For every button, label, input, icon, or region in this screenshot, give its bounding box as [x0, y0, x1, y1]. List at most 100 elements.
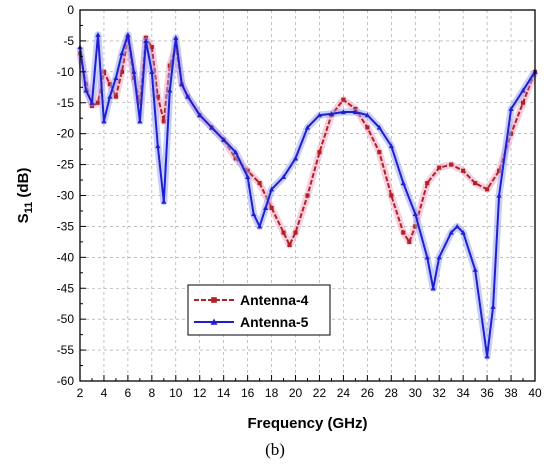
y-axis-title: S11 (dB) [15, 168, 35, 224]
series-1-point [281, 230, 286, 235]
x-tick-label: 6 [125, 386, 132, 400]
y-axis-title-main: S [15, 213, 32, 223]
legend-label: Antenna-4 [240, 292, 309, 308]
series-1-point [149, 45, 154, 50]
series-1-point [119, 69, 124, 74]
x-axis-title: Frequency (GHz) [247, 415, 367, 432]
series-2-point [143, 38, 149, 43]
series-2-point [388, 143, 394, 149]
series-2-point [376, 124, 382, 130]
x-tick-label: 22 [313, 386, 327, 400]
figure-caption: (b) [265, 440, 285, 459]
x-tick-label: 32 [433, 386, 447, 400]
series-2-point [209, 124, 215, 130]
x-tick-label: 36 [480, 386, 494, 400]
series-2-point [95, 32, 101, 37]
series-2-point [161, 199, 167, 204]
series-1-point [377, 150, 382, 155]
series-2-point [137, 118, 143, 124]
chart: 2 4 6 8 10 12 14 16 18 20 22 24 26 28 30 32 34 36 38 400-5-… [15, 3, 542, 432]
series-2-point [119, 50, 125, 56]
x-tick-label: 34 [456, 386, 470, 400]
x-tick-label: 18 [265, 386, 279, 400]
series-1-point [461, 168, 466, 173]
series-2-point [496, 192, 502, 198]
series-2-point [460, 230, 466, 235]
series-1-point [407, 239, 412, 244]
series-2-point [167, 87, 173, 93]
series-1-point [293, 230, 298, 235]
series-2-point [197, 112, 203, 118]
series-1-point [401, 230, 406, 235]
series-1-point [269, 205, 274, 210]
x-tick-label: 40 [528, 386, 542, 400]
series-1-point [161, 119, 166, 124]
y-tick-label: -5 [63, 34, 74, 48]
series-2-point [304, 124, 311, 130]
series-2-point [113, 75, 119, 81]
series-1-point [520, 100, 526, 105]
x-tick-label: 38 [504, 386, 518, 400]
y-tick-label: -25 [57, 158, 75, 172]
series-2-point [484, 353, 490, 359]
x-tick-label: 10 [169, 386, 183, 400]
series-1-point [365, 125, 370, 130]
x-tick-label: 24 [337, 386, 351, 400]
series-2-point [262, 205, 269, 210]
y-tick-label: -20 [57, 127, 75, 141]
series-2-point [490, 304, 496, 309]
y-tick-label: -55 [57, 343, 75, 357]
series-1-point [341, 97, 346, 102]
series-2-point [233, 149, 239, 155]
series-2-point [173, 35, 179, 40]
series-2-point [107, 93, 113, 99]
series-2-point [508, 106, 514, 112]
series-2-point [131, 69, 137, 74]
series-2-point [400, 180, 406, 186]
series-2-point [448, 230, 454, 235]
x-tick-label: 4 [101, 386, 108, 400]
series-1-point [287, 242, 292, 248]
series-1-point [317, 150, 322, 155]
series-2-point [155, 143, 161, 149]
y-tick-label: -50 [57, 312, 75, 326]
series-2-point [257, 223, 263, 229]
series-2-point [83, 87, 89, 93]
x-tick-label: 30 [409, 386, 423, 400]
x-tick-label: 28 [385, 386, 399, 400]
series-1-point [485, 187, 490, 192]
series-1-point [473, 181, 478, 186]
series-1-point [389, 193, 394, 198]
series-1-point [113, 94, 119, 99]
y-tick-label: -15 [57, 96, 75, 110]
y-axis-title-suffix: (dB) [15, 168, 32, 202]
series-2-point [251, 211, 257, 217]
legend-box [187, 284, 331, 336]
series-2-point [520, 87, 526, 93]
series-2-point [436, 254, 442, 260]
series-2-point [185, 93, 191, 99]
series-2-point [280, 174, 287, 180]
x-tick-label: 20 [289, 386, 303, 400]
x-tick-label: 26 [361, 386, 375, 400]
y-tick-label: -10 [57, 65, 75, 79]
series-2-point [292, 155, 299, 161]
y-tick-label: -35 [57, 219, 75, 233]
series-1-point [257, 181, 262, 186]
x-tick-label: 14 [217, 386, 231, 400]
series-1-point [437, 165, 442, 170]
series-2-point [268, 186, 275, 192]
series-2-point [316, 112, 323, 118]
series-2-point [364, 112, 370, 118]
series-1-point [305, 193, 310, 198]
series-2-point [454, 223, 460, 229]
series-1-point [425, 181, 430, 186]
legend-swatch-marker [210, 318, 218, 325]
x-tick-label: 2 [77, 386, 84, 400]
ticks: 2 4 6 8 10 12 14 16 18 20 22 24 26 28 30 32 34 36 38 400-5-… [57, 3, 542, 400]
series-2-point [179, 81, 185, 87]
series-2-point [245, 174, 251, 180]
series-2-point [424, 254, 430, 260]
series-2-point [472, 267, 478, 272]
y-tick-label: -30 [57, 189, 75, 203]
